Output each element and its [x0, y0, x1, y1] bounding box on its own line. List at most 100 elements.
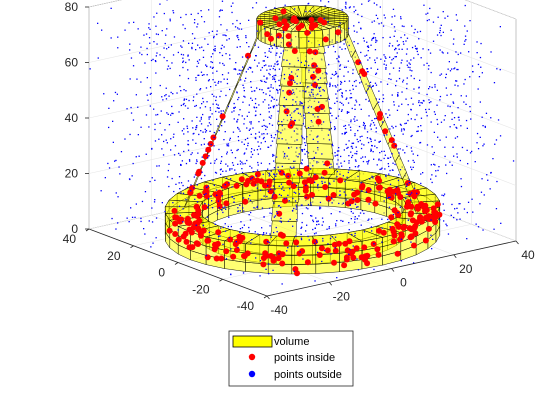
- point-outside: [190, 190, 192, 192]
- point-outside: [227, 145, 230, 147]
- point-outside: [245, 71, 247, 73]
- point-outside: [277, 90, 279, 92]
- point-outside: [171, 105, 173, 108]
- point-outside: [409, 193, 411, 196]
- point-outside: [217, 235, 220, 238]
- point-outside: [258, 104, 260, 106]
- point-outside: [341, 133, 343, 135]
- point-outside: [113, 100, 115, 102]
- legend-marker-inside: [248, 353, 256, 361]
- point-outside: [451, 68, 453, 70]
- point-outside: [321, 182, 323, 184]
- point-outside: [135, 203, 137, 205]
- point-outside: [262, 173, 264, 175]
- point-outside: [181, 160, 183, 162]
- point-outside: [344, 6, 347, 8]
- point-outside: [277, 131, 279, 133]
- point-outside: [138, 155, 140, 157]
- point-outside: [328, 63, 330, 66]
- point-outside: [451, 203, 453, 206]
- point-outside: [439, 32, 441, 34]
- point-outside: [302, 107, 305, 109]
- point-outside: [383, 63, 385, 65]
- point-outside: [157, 33, 159, 36]
- point-outside: [338, 61, 340, 63]
- point-outside: [175, 183, 177, 185]
- point-outside: [432, 40, 435, 42]
- point-outside: [225, 35, 227, 37]
- point-outside: [449, 105, 451, 108]
- point-outside: [406, 145, 408, 148]
- point-outside: [261, 227, 263, 229]
- point-outside: [205, 64, 207, 66]
- point-outside: [479, 203, 481, 205]
- point-outside: [287, 220, 290, 222]
- point-outside: [150, 246, 152, 248]
- point-outside: [212, 66, 214, 69]
- point-outside: [209, 107, 211, 109]
- point-inside: [397, 194, 404, 200]
- point-outside: [280, 194, 282, 197]
- point-inside: [302, 187, 309, 194]
- point-inside: [172, 220, 179, 227]
- point-outside: [205, 87, 208, 89]
- point-outside: [353, 6, 355, 8]
- point-outside: [354, 120, 356, 122]
- point-outside: [360, 81, 363, 83]
- point-outside: [351, 145, 353, 148]
- point-outside: [279, 56, 281, 58]
- point-outside: [290, 119, 292, 121]
- point-inside: [230, 253, 237, 260]
- point-outside: [428, 88, 430, 90]
- point-inside: [388, 214, 395, 221]
- point-outside: [362, 37, 365, 39]
- point-outside: [227, 225, 229, 228]
- point-outside: [385, 64, 387, 66]
- point-outside: [415, 47, 417, 50]
- point-outside: [155, 237, 157, 239]
- point-outside: [409, 63, 411, 65]
- point-outside: [327, 1, 330, 3]
- point-outside: [268, 50, 270, 52]
- point-outside: [307, 203, 310, 206]
- point-inside: [324, 160, 331, 167]
- point-outside: [180, 182, 183, 184]
- point-outside: [345, 131, 348, 133]
- point-outside: [413, 262, 415, 264]
- point-outside: [203, 143, 205, 145]
- point-outside: [367, 0, 370, 2]
- point-outside: [354, 159, 357, 161]
- point-outside: [338, 89, 340, 91]
- point-outside: [331, 115, 333, 117]
- point-outside: [365, 92, 368, 94]
- point-outside: [384, 60, 386, 62]
- point-outside: [291, 167, 293, 169]
- point-outside: [430, 234, 432, 236]
- point-outside: [307, 165, 309, 167]
- point-outside: [260, 142, 262, 144]
- point-outside: [293, 270, 295, 273]
- point-outside: [238, 128, 240, 130]
- point-outside: [321, 217, 324, 219]
- point-outside: [336, 170, 338, 173]
- point-outside: [406, 87, 408, 90]
- point-inside: [425, 225, 432, 232]
- point-inside: [316, 252, 323, 258]
- point-outside: [163, 47, 165, 49]
- point-outside: [336, 220, 338, 222]
- point-outside: [284, 106, 286, 108]
- point-outside: [224, 184, 226, 186]
- point-outside: [213, 162, 216, 164]
- point-outside: [354, 216, 356, 218]
- x-tick-label: 40: [521, 248, 535, 262]
- point-outside: [198, 59, 201, 61]
- point-outside: [272, 107, 275, 109]
- point-outside: [272, 87, 274, 89]
- point-outside: [255, 175, 257, 177]
- point-outside: [204, 38, 206, 40]
- point-outside: [259, 148, 262, 150]
- point-outside: [317, 183, 319, 186]
- point-outside: [263, 133, 265, 135]
- point-outside: [202, 97, 204, 100]
- point-outside: [334, 102, 336, 104]
